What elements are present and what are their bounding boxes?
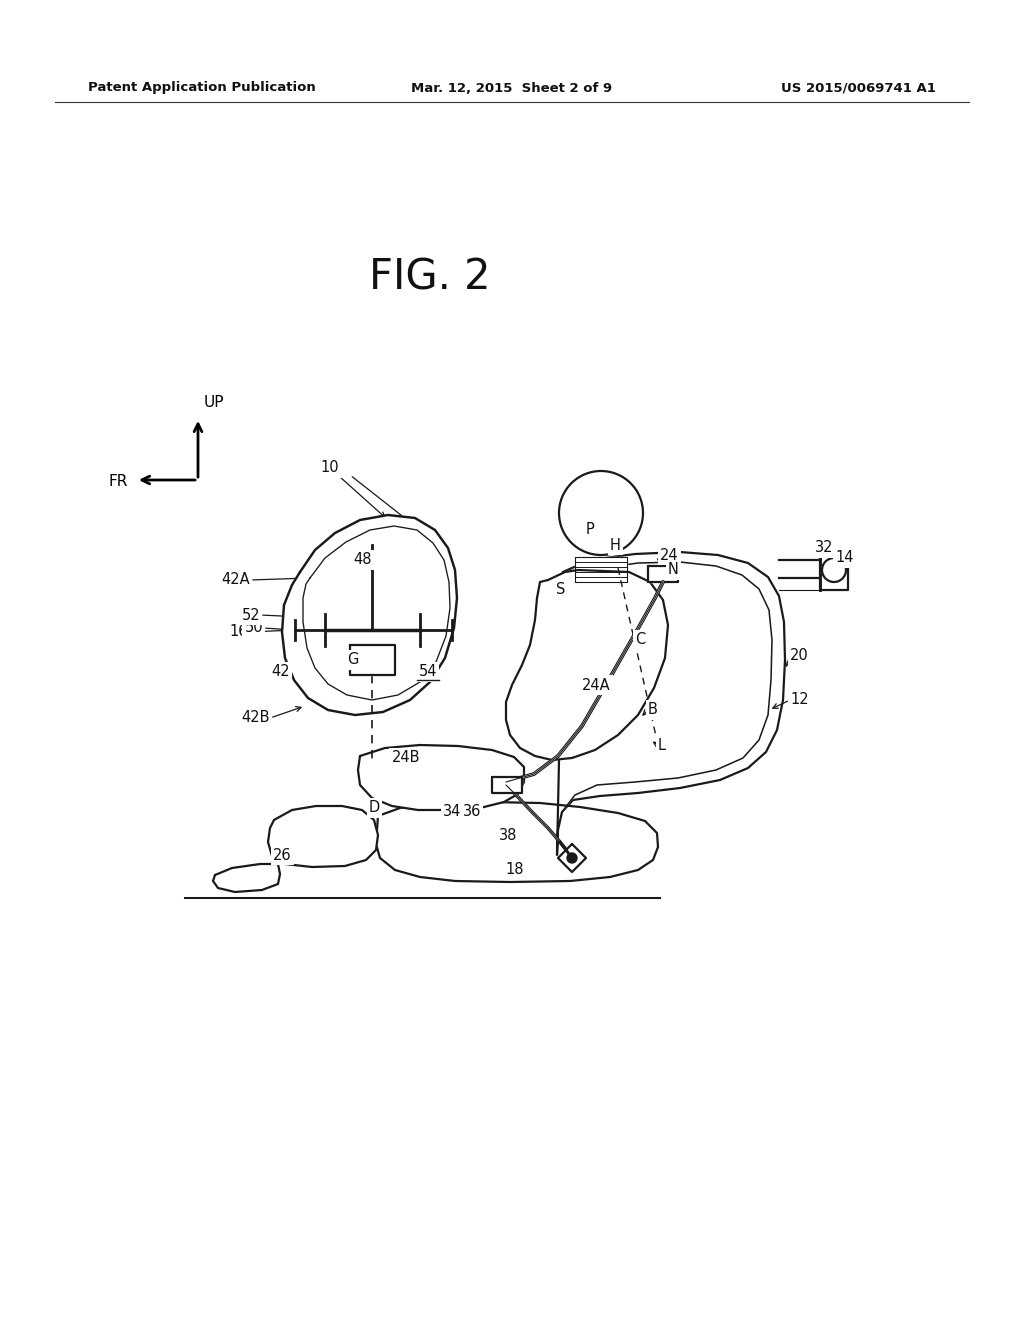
- Polygon shape: [492, 777, 522, 793]
- Text: US 2015/0069741 A1: US 2015/0069741 A1: [781, 82, 936, 95]
- Text: FIG. 2: FIG. 2: [370, 257, 490, 300]
- Polygon shape: [557, 552, 785, 855]
- Circle shape: [567, 853, 577, 863]
- Text: L: L: [658, 738, 666, 752]
- Text: 36: 36: [463, 804, 481, 820]
- Text: Mar. 12, 2015  Sheet 2 of 9: Mar. 12, 2015 Sheet 2 of 9: [412, 82, 612, 95]
- Text: 42A: 42A: [221, 573, 250, 587]
- Text: 34: 34: [442, 804, 461, 820]
- Polygon shape: [376, 803, 658, 882]
- Text: UP: UP: [204, 395, 224, 411]
- Text: 48: 48: [353, 553, 373, 568]
- Polygon shape: [648, 566, 678, 582]
- Text: 32: 32: [815, 540, 834, 556]
- Text: 26: 26: [272, 847, 291, 862]
- Text: 12: 12: [790, 693, 809, 708]
- Text: D: D: [369, 800, 380, 816]
- Text: 54: 54: [419, 664, 437, 680]
- Text: 24B: 24B: [391, 751, 420, 766]
- Polygon shape: [575, 557, 627, 582]
- Text: 24: 24: [660, 548, 679, 562]
- Text: 52: 52: [242, 607, 260, 623]
- Polygon shape: [558, 843, 586, 873]
- Text: 42B: 42B: [242, 710, 270, 726]
- Text: H: H: [610, 537, 621, 553]
- Text: C: C: [635, 632, 645, 648]
- Polygon shape: [282, 515, 457, 715]
- Text: B: B: [648, 702, 657, 718]
- Text: S: S: [556, 582, 565, 598]
- Text: 16: 16: [229, 624, 248, 639]
- Text: 24A: 24A: [582, 677, 610, 693]
- Circle shape: [822, 558, 846, 582]
- Text: Patent Application Publication: Patent Application Publication: [88, 82, 315, 95]
- Circle shape: [559, 471, 643, 554]
- Polygon shape: [350, 645, 395, 675]
- Polygon shape: [213, 865, 280, 892]
- Text: 10: 10: [321, 461, 339, 475]
- Polygon shape: [303, 525, 450, 700]
- Polygon shape: [506, 570, 668, 760]
- Text: 18: 18: [506, 862, 524, 878]
- Text: 20: 20: [790, 648, 809, 663]
- Polygon shape: [565, 562, 772, 808]
- Polygon shape: [820, 550, 848, 590]
- Text: P: P: [586, 523, 594, 537]
- Text: 14: 14: [835, 550, 853, 565]
- Text: FR: FR: [109, 474, 128, 490]
- Text: 42: 42: [271, 664, 290, 680]
- Text: 50: 50: [245, 620, 263, 635]
- Text: G: G: [347, 652, 358, 668]
- Text: N: N: [668, 562, 679, 578]
- Polygon shape: [358, 744, 524, 810]
- Text: 38: 38: [499, 828, 517, 842]
- Polygon shape: [268, 807, 378, 867]
